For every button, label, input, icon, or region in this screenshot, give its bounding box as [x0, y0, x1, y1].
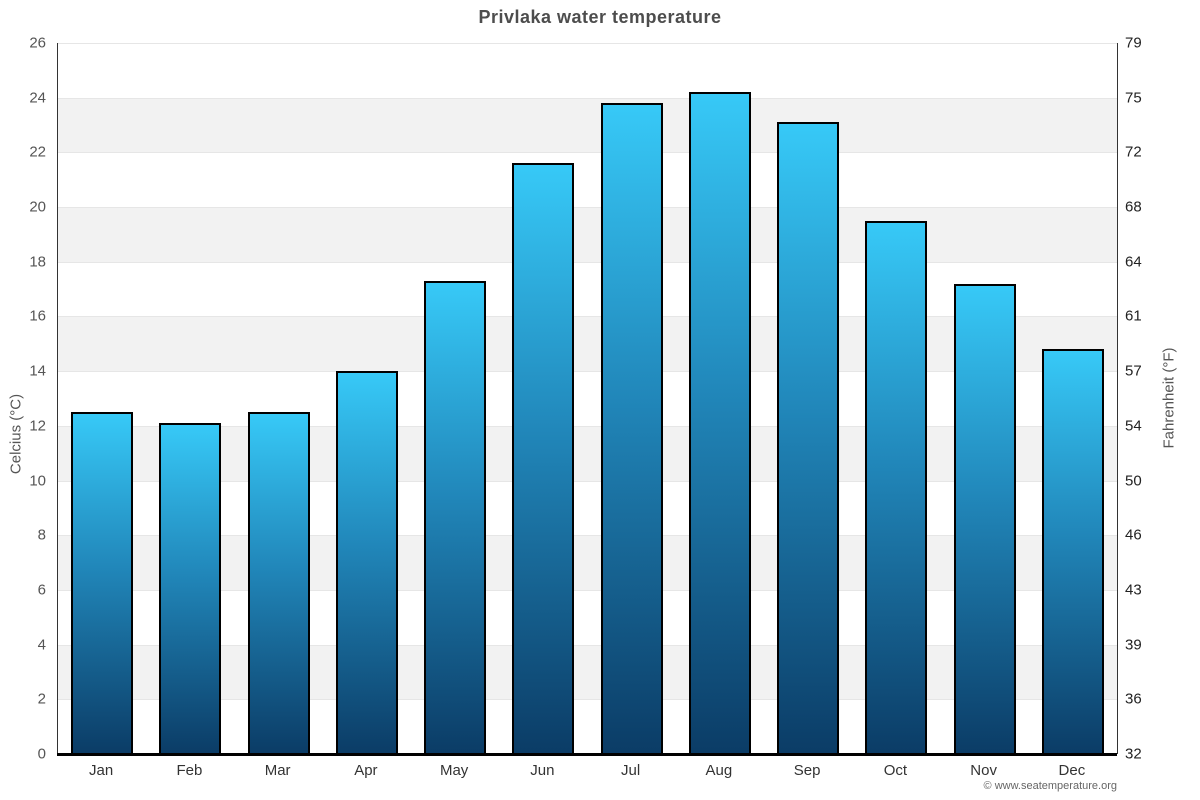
y-tick-celsius: 8: [37, 526, 46, 544]
bar-jan[interactable]: [71, 412, 134, 754]
gridline: [58, 371, 1117, 373]
plot-band: [58, 316, 1117, 372]
x-tick-oct: Oct: [883, 762, 908, 779]
gridline: [58, 152, 1117, 154]
gridline: [58, 535, 1117, 537]
gridline: [58, 261, 1117, 263]
bar-mar[interactable]: [247, 412, 310, 754]
gridline: [58, 589, 1117, 591]
y-tick-fahrenheit: 50: [1125, 472, 1142, 490]
x-tick-may: May: [439, 762, 469, 779]
y-tick-celsius: 10: [29, 472, 46, 490]
bar-apr[interactable]: [335, 371, 398, 754]
plot-band: [58, 207, 1117, 262]
y-tick-fahrenheit: 75: [1125, 89, 1142, 107]
y-tick-celsius: 0: [37, 745, 46, 763]
y-tick-fahrenheit: 79: [1125, 34, 1142, 52]
x-tick-apr: Apr: [354, 762, 378, 779]
y-tick-celsius: 2: [37, 690, 46, 708]
y-tick-celsius: 26: [29, 34, 46, 52]
bar-nov[interactable]: [953, 283, 1016, 754]
x-tick-mar: Mar: [264, 762, 291, 779]
gridline: [58, 207, 1117, 209]
x-tick-aug: Aug: [705, 762, 733, 779]
y-tick-celsius: 18: [29, 253, 46, 271]
y-axis-title-fahrenheit: Fahrenheit (°F): [1160, 347, 1178, 449]
y-tick-fahrenheit: 64: [1125, 253, 1142, 271]
gridline: [58, 97, 1117, 99]
y-tick-fahrenheit: 32: [1125, 745, 1142, 763]
y-tick-celsius: 6: [37, 581, 46, 599]
bar-dec[interactable]: [1041, 349, 1104, 754]
gridline: [58, 699, 1117, 701]
bar-aug[interactable]: [688, 92, 751, 754]
plot-band: [58, 425, 1117, 481]
bar-sep[interactable]: [777, 122, 840, 754]
x-axis-line: [57, 753, 1117, 756]
copyright-text: © www.seatemperature.org: [983, 780, 1117, 792]
gridline: [58, 425, 1117, 427]
y-tick-celsius: 4: [37, 636, 46, 654]
bar-jul[interactable]: [600, 103, 663, 754]
y-tick-fahrenheit: 46: [1125, 526, 1142, 544]
x-tick-dec: Dec: [1058, 762, 1086, 779]
x-tick-jul: Jul: [621, 762, 641, 779]
y-tick-fahrenheit: 54: [1125, 417, 1142, 435]
y-tick-fahrenheit: 61: [1125, 307, 1142, 325]
y-tick-fahrenheit: 68: [1125, 198, 1142, 216]
y-tick-celsius: 16: [29, 307, 46, 325]
y-tick-fahrenheit: 36: [1125, 690, 1142, 708]
bar-oct[interactable]: [865, 220, 928, 754]
x-tick-jun: Jun: [530, 762, 555, 779]
x-tick-sep: Sep: [793, 762, 821, 779]
x-tick-feb: Feb: [176, 762, 203, 779]
plot-band: [58, 97, 1117, 153]
y-tick-celsius: 22: [29, 143, 46, 161]
gridline: [58, 43, 1117, 44]
y-tick-celsius: 14: [29, 362, 46, 380]
x-tick-nov: Nov: [970, 762, 997, 779]
y-tick-fahrenheit: 43: [1125, 581, 1142, 599]
y-tick-fahrenheit: 39: [1125, 636, 1142, 654]
plot-band: [58, 535, 1117, 590]
y-tick-fahrenheit: 57: [1125, 362, 1142, 380]
plot-area: [57, 43, 1118, 754]
y-tick-celsius: 20: [29, 198, 46, 216]
bar-may[interactable]: [424, 280, 487, 754]
y-tick-celsius: 12: [29, 417, 46, 435]
bar-jun[interactable]: [512, 163, 575, 754]
plot-band: [58, 644, 1117, 700]
gridline: [58, 644, 1117, 646]
y-tick-fahrenheit: 72: [1125, 143, 1142, 161]
y-tick-celsius: 24: [29, 89, 46, 107]
gridline: [58, 480, 1117, 482]
bar-feb[interactable]: [159, 423, 222, 754]
chart-title: Privlaka water temperature: [478, 7, 722, 27]
x-tick-jan: Jan: [89, 762, 114, 779]
gridline: [58, 316, 1117, 318]
